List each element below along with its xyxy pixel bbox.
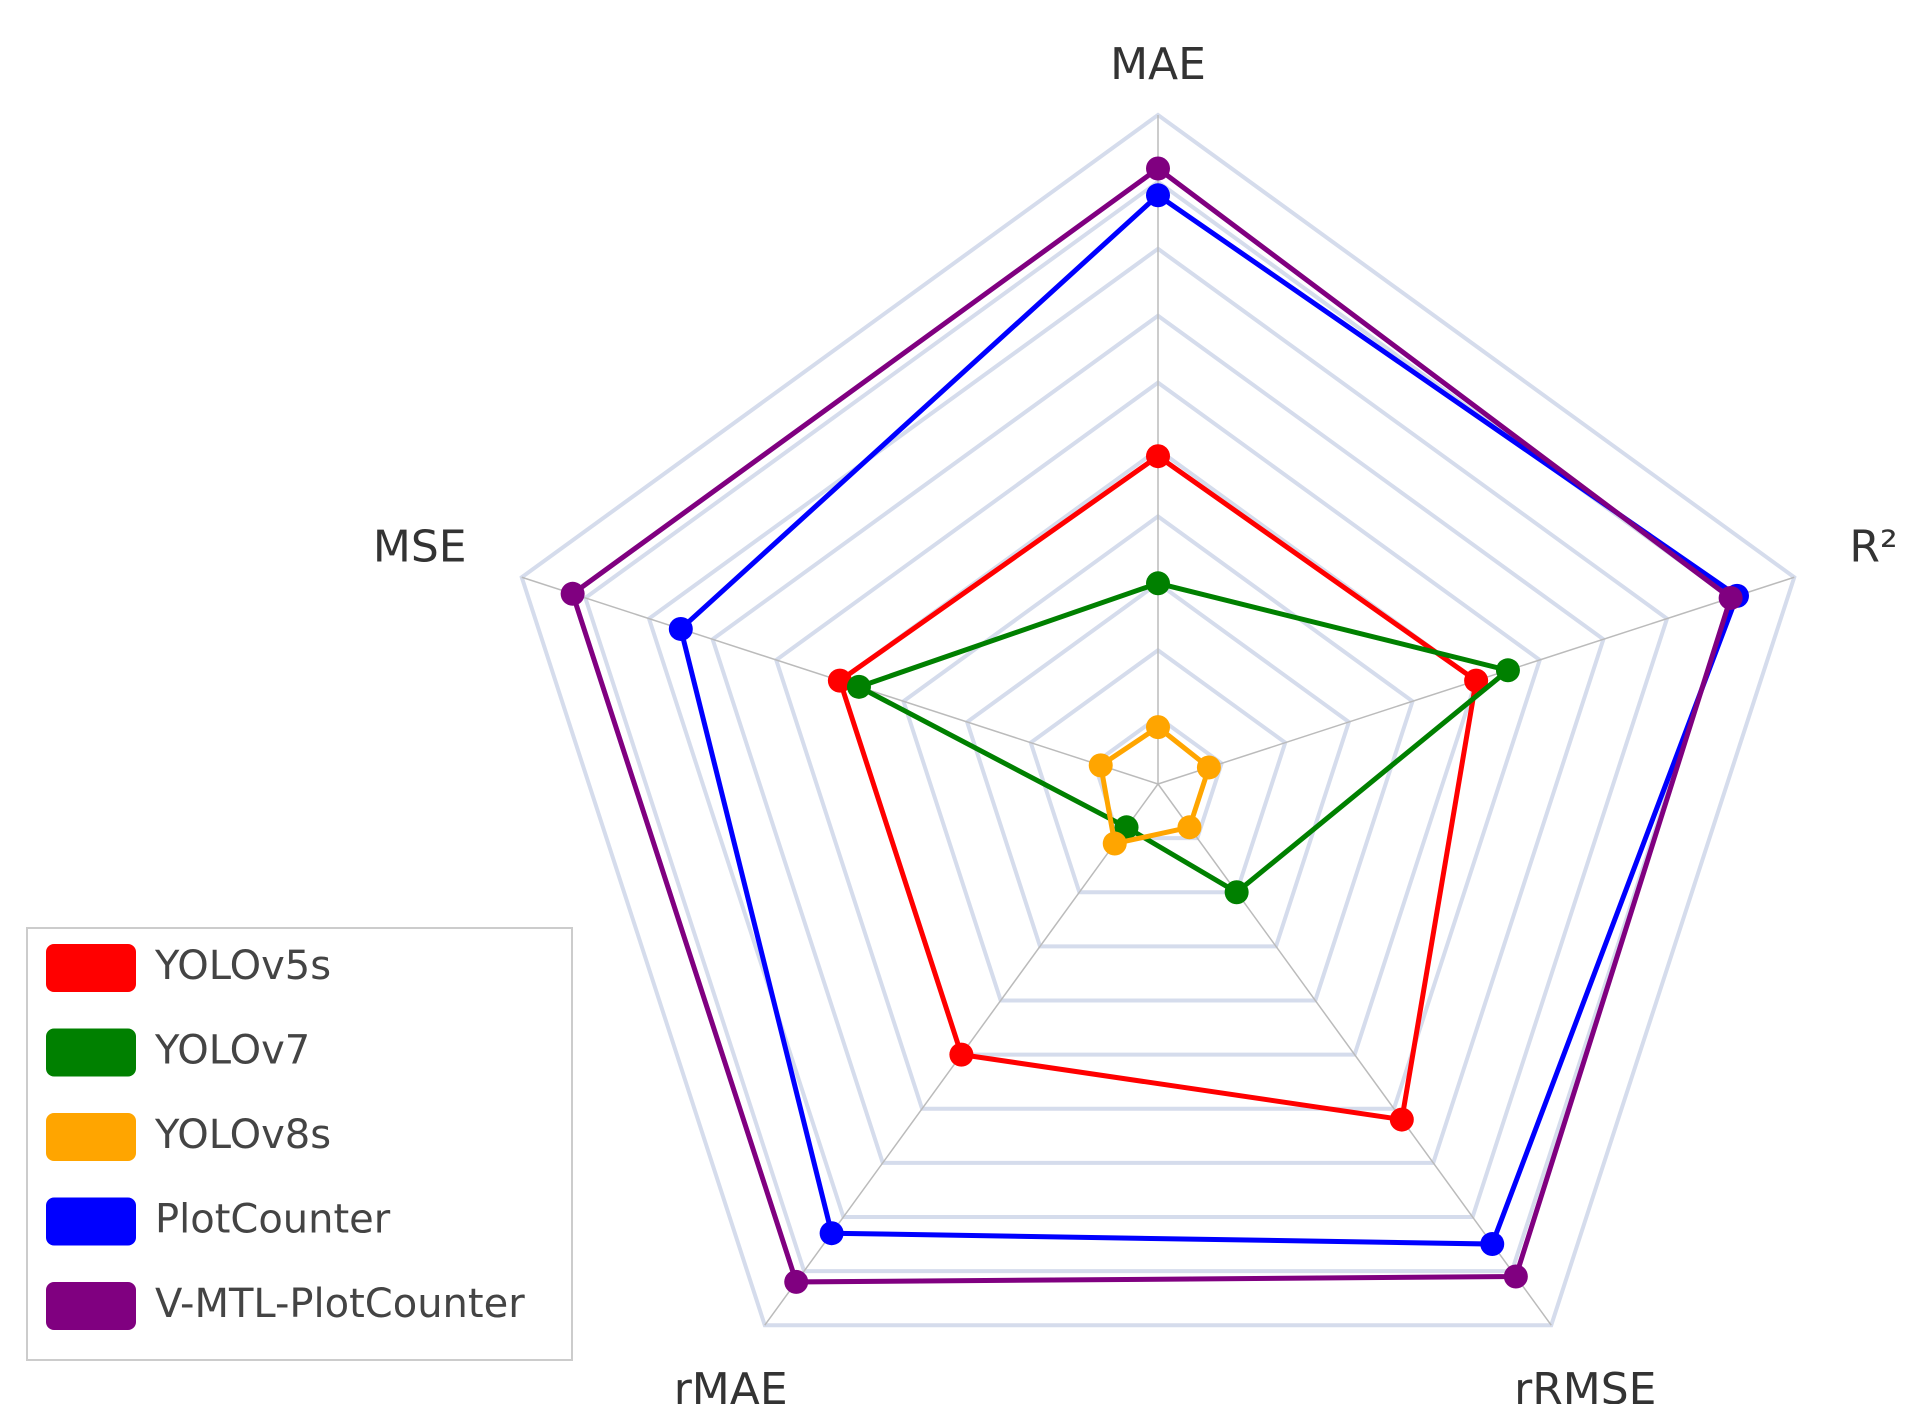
series-line [852, 580, 1514, 896]
data-point [784, 1269, 809, 1294]
axis-label: MSE [373, 521, 467, 572]
axis-label: rMAE [674, 1364, 788, 1404]
data-point [1146, 571, 1170, 596]
data-point [560, 581, 585, 606]
axis-label: rRMSE [1514, 1364, 1656, 1404]
data-point [819, 1221, 844, 1246]
data-point [827, 668, 852, 693]
legend-swatch [46, 1197, 136, 1246]
data-point [1718, 585, 1743, 610]
data-point [668, 616, 693, 641]
grid-ring [901, 513, 1415, 1003]
axis-label: R² [1849, 521, 1897, 572]
data-point [1088, 753, 1113, 778]
grid-ring [710, 313, 1606, 1165]
legend-swatch [46, 944, 136, 992]
legend-label: YOLOv8s [154, 1112, 331, 1158]
legend-label: YOLOv7 [154, 1028, 310, 1074]
grid-ring [646, 246, 1670, 1219]
data-point [1146, 444, 1170, 469]
data-point [1389, 1107, 1414, 1132]
grid-ring [1028, 647, 1288, 895]
legend-swatch [46, 1028, 136, 1077]
grid-ring [964, 580, 1352, 949]
data-point [1503, 1264, 1528, 1289]
series-line [836, 453, 1479, 1123]
grid-ring [519, 112, 1797, 1328]
data-point [949, 1042, 974, 1067]
data-point [1464, 668, 1489, 693]
legend-swatch [46, 1282, 136, 1330]
data-point [846, 674, 871, 699]
axis-label: MAE [1110, 39, 1206, 90]
series-line [569, 165, 1734, 1285]
legend-label: YOLOv5s [154, 943, 331, 989]
data-point [1146, 715, 1170, 740]
data-point [1146, 183, 1170, 208]
legend-swatch [46, 1113, 136, 1161]
data-point [1480, 1232, 1505, 1257]
data-point [1196, 755, 1221, 780]
data-point [1146, 156, 1170, 181]
data-point [1495, 658, 1520, 683]
data-point [1102, 831, 1127, 856]
data-point [1177, 815, 1202, 840]
grid-ring [773, 380, 1543, 1111]
legend-label: PlotCounter [155, 1197, 391, 1243]
data-point [1224, 880, 1249, 905]
legend-label: V-MTL-PlotCounter [155, 1281, 525, 1327]
